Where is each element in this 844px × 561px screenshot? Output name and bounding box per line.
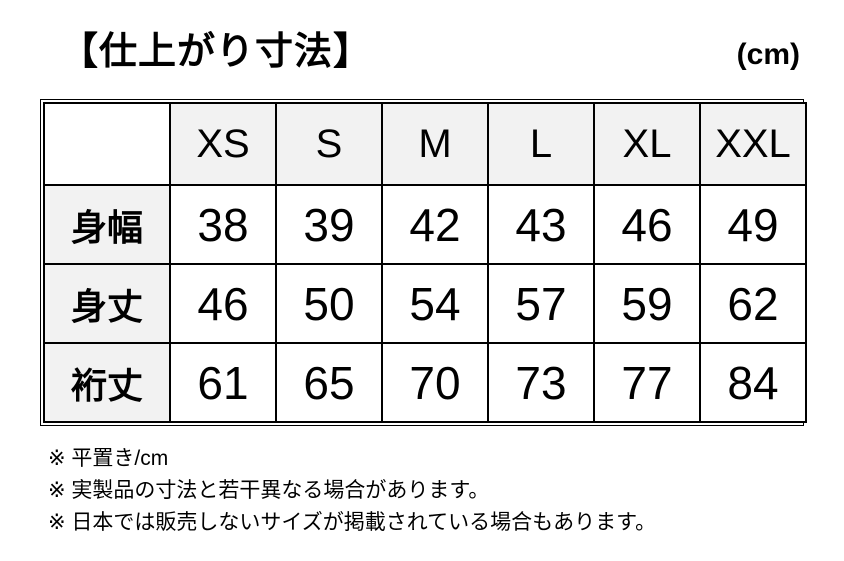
value-cell: 54 bbox=[381, 263, 489, 344]
table-row-body-length: 身丈 46 50 54 57 59 62 bbox=[43, 263, 807, 344]
value-cell: 50 bbox=[275, 263, 383, 344]
value-cell: 61 bbox=[169, 342, 277, 423]
footnote-flat-measure: ※ 平置き/cm bbox=[48, 447, 169, 470]
footnotes: ※ 平置き/cm ※ 実製品の寸法と若干異なる場合があります。 ※ 日本では販売… bbox=[48, 443, 804, 539]
value-cell: 46 bbox=[169, 263, 277, 344]
size-header-l: L bbox=[487, 102, 595, 186]
row-label-body-length: 身丈 bbox=[43, 263, 171, 344]
value-cell: 42 bbox=[381, 184, 489, 265]
value-cell: 39 bbox=[275, 184, 383, 265]
table-row-sleeve-length: 裄丈 61 65 70 73 77 84 bbox=[43, 342, 807, 423]
size-table-frame: XS S M L XL XXL 身幅 38 39 42 43 46 49 bbox=[40, 99, 807, 426]
row-label-sleeve-length: 裄丈 bbox=[43, 342, 171, 423]
corner-cell bbox=[43, 102, 171, 186]
size-table: XS S M L XL XXL 身幅 38 39 42 43 46 49 bbox=[43, 102, 807, 423]
footnote-may-differ: ※ 実製品の寸法と若干異なる場合があります。 bbox=[48, 479, 490, 502]
value-cell: 57 bbox=[487, 263, 595, 344]
value-cell: 49 bbox=[699, 184, 807, 265]
value-cell: 62 bbox=[699, 263, 807, 344]
size-header-m: M bbox=[381, 102, 489, 186]
row-label-body-width: 身幅 bbox=[43, 184, 171, 265]
table-row-body-width: 身幅 38 39 42 43 46 49 bbox=[43, 184, 807, 265]
value-cell: 73 bbox=[487, 342, 595, 423]
value-cell: 65 bbox=[275, 342, 383, 423]
size-spec-page: 【仕上がり寸法】 (cm) XS S M L XL XXL bbox=[40, 20, 807, 539]
page-title: 【仕上がり寸法】 bbox=[60, 31, 373, 73]
title-row: 【仕上がり寸法】 (cm) bbox=[40, 20, 804, 75]
value-cell: 77 bbox=[593, 342, 701, 423]
value-cell: 84 bbox=[699, 342, 807, 423]
value-cell: 46 bbox=[593, 184, 701, 265]
value-cell: 38 bbox=[169, 184, 277, 265]
size-header-xs: XS bbox=[169, 102, 277, 186]
size-header-s: S bbox=[275, 102, 383, 186]
size-header-xl: XL bbox=[593, 102, 701, 186]
size-header-row: XS S M L XL XXL bbox=[43, 102, 807, 186]
value-cell: 59 bbox=[593, 263, 701, 344]
footnote-sizes-not-sold: ※ 日本では販売しないサイズが掲載されている場合もあります。 bbox=[48, 511, 657, 534]
unit-label: (cm) bbox=[736, 38, 800, 71]
size-header-xxl: XXL bbox=[699, 102, 807, 186]
value-cell: 70 bbox=[381, 342, 489, 423]
value-cell: 43 bbox=[487, 184, 595, 265]
